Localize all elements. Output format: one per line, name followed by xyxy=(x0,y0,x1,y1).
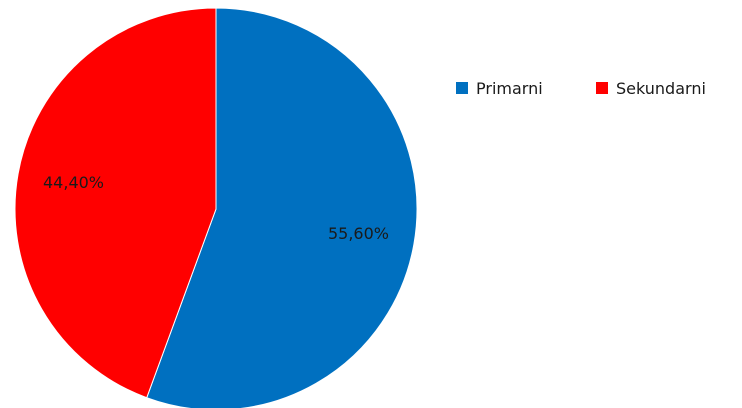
data-label-sekundarni: 44,40% xyxy=(43,173,104,192)
legend-item-primarni[interactable]: Primarni xyxy=(456,79,543,98)
legend: Primarni Sekundarni xyxy=(456,79,706,98)
legend-item-sekundarni[interactable]: Sekundarni xyxy=(596,79,706,98)
legend-label-sekundarni: Sekundarni xyxy=(616,79,706,98)
pie-slices xyxy=(14,7,418,408)
legend-swatch-sekundarni xyxy=(596,82,608,94)
pie-slice-sekundarni[interactable] xyxy=(14,7,217,399)
pie-data-labels: 55,60% 44,40% xyxy=(43,173,389,243)
legend-swatch-primarni xyxy=(456,82,468,94)
data-label-primarni: 55,60% xyxy=(328,224,389,243)
legend-label-primarni: Primarni xyxy=(476,79,543,98)
